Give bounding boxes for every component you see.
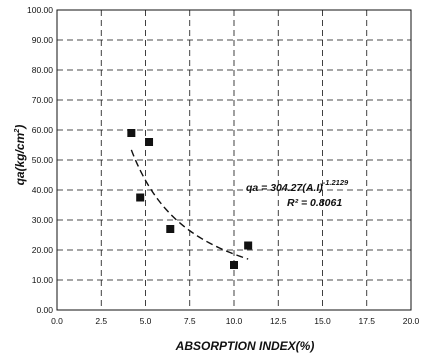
x-tick-label: 15.0 — [314, 316, 331, 326]
y-tick-label: 90.00 — [32, 35, 54, 45]
x-tick-label: 10.0 — [226, 316, 243, 326]
y-axis-ticks: 0.00 10.00 20.00 30.00 40.00 50.00 60.00 70.00 8… — [27, 5, 53, 315]
data-point — [230, 261, 238, 269]
trend-line — [130, 149, 249, 260]
y-tick-label: 20.00 — [32, 245, 54, 255]
data-points — [127, 129, 253, 269]
fit-equation: qa = 304.27(A.I)-1.2129 — [246, 178, 349, 194]
y-axis-title-sup: 2 — [12, 128, 21, 134]
data-point — [145, 138, 154, 146]
fit-equation-exponent: -1.2129 — [323, 178, 349, 187]
x-axis-title: ABSORPTION INDEX(%) — [175, 339, 315, 353]
fit-equation-main: qa = 304.27(A.I) — [246, 182, 323, 194]
y-tick-label: 60.00 — [32, 125, 54, 135]
y-tick-label: 40.00 — [32, 185, 54, 195]
x-tick-label: 17.5 — [358, 316, 375, 326]
data-point — [127, 129, 136, 137]
data-point — [244, 241, 253, 250]
y-axis-title: qa(kg/cm2) — [12, 125, 27, 186]
y-tick-label: 100.00 — [27, 5, 53, 15]
data-point — [166, 225, 175, 233]
y-tick-label: 30.00 — [32, 215, 54, 225]
y-tick-label: 70.00 — [32, 95, 54, 105]
x-axis-ticks: 0.0 2.5 5.0 7.5 10.0 12.5 15.0 17.5 20.0 — [51, 316, 419, 326]
x-tick-label: 20.0 — [403, 316, 420, 326]
grid-lines — [57, 10, 411, 310]
x-tick-label: 2.5 — [95, 316, 107, 326]
y-axis-title-close: ) — [13, 125, 27, 131]
y-tick-label: 50.00 — [32, 155, 54, 165]
x-tick-label: 12.5 — [270, 316, 287, 326]
data-point — [136, 193, 145, 202]
y-tick-label: 0.00 — [36, 305, 53, 315]
r-squared-label: R² = 0.8061 — [287, 197, 342, 209]
x-tick-label: 7.5 — [184, 316, 196, 326]
y-tick-label: 80.00 — [32, 65, 54, 75]
plot-frame — [56, 9, 412, 311]
y-axis-title-main: qa(kg/cm — [13, 132, 27, 185]
y-tick-label: 10.00 — [32, 275, 54, 285]
x-tick-label: 5.0 — [140, 316, 152, 326]
x-tick-label: 0.0 — [51, 316, 63, 326]
